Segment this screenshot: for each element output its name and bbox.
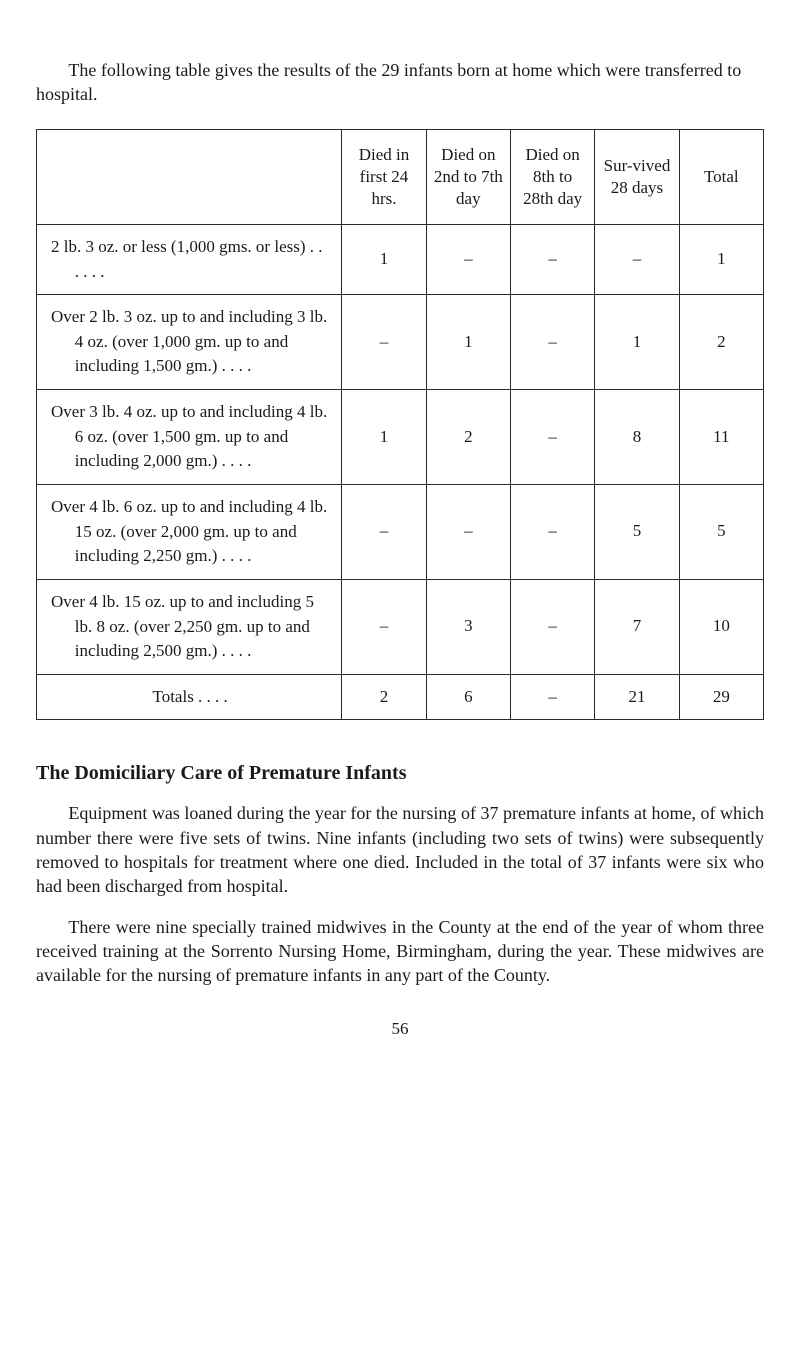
page-number: 56 xyxy=(36,1018,764,1041)
table-row: Over 4 lb. 15 oz. up to and including 5 … xyxy=(37,579,764,674)
cell: – xyxy=(342,485,426,580)
results-table: Died in first 24 hrs. Died on 2nd to 7th… xyxy=(36,129,764,721)
header-survived: Sur-vived 28 days xyxy=(595,129,679,224)
row-desc: Over 4 lb. 15 oz. up to and including 5 … xyxy=(51,590,329,664)
table-row: Over 3 lb. 4 oz. up to and including 4 l… xyxy=(37,390,764,485)
table-row: Over 2 lb. 3 oz. up to and including 3 l… xyxy=(37,295,764,390)
cell: – xyxy=(342,295,426,390)
row-desc: Over 3 lb. 4 oz. up to and including 4 l… xyxy=(51,400,329,474)
totals-cell: 21 xyxy=(595,674,679,720)
cell: 7 xyxy=(595,579,679,674)
cell: – xyxy=(342,579,426,674)
cell: 1 xyxy=(426,295,510,390)
totals-row: Totals . . . . 2 6 – 21 29 xyxy=(37,674,764,720)
body-paragraph-2: There were nine specially trained midwiv… xyxy=(36,915,764,988)
cell: 1 xyxy=(595,295,679,390)
cell: – xyxy=(510,224,594,294)
intro-paragraph: The following table gives the results of… xyxy=(36,58,764,107)
row-desc: 2 lb. 3 oz. or less (1,000 gms. or less)… xyxy=(51,235,329,284)
header-died-2-7: Died on 2nd to 7th day xyxy=(426,129,510,224)
cell: 1 xyxy=(342,224,426,294)
cell: 1 xyxy=(342,390,426,485)
body-paragraph-1: Equipment was loaned during the year for… xyxy=(36,801,764,898)
cell: – xyxy=(510,390,594,485)
cell: – xyxy=(426,224,510,294)
cell: – xyxy=(510,485,594,580)
totals-cell: 6 xyxy=(426,674,510,720)
table-header-row: Died in first 24 hrs. Died on 2nd to 7th… xyxy=(37,129,764,224)
totals-cell: 29 xyxy=(679,674,763,720)
header-total: Total xyxy=(679,129,763,224)
cell: 8 xyxy=(595,390,679,485)
row-desc: Over 4 lb. 6 oz. up to and including 4 l… xyxy=(51,495,329,569)
cell: – xyxy=(426,485,510,580)
cell: 10 xyxy=(679,579,763,674)
table-row: Over 4 lb. 6 oz. up to and including 4 l… xyxy=(37,485,764,580)
header-died-8-28: Died on 8th to 28th day xyxy=(510,129,594,224)
header-died-24hrs: Died in first 24 hrs. xyxy=(342,129,426,224)
cell: 11 xyxy=(679,390,763,485)
cell: 2 xyxy=(679,295,763,390)
totals-cell: 2 xyxy=(342,674,426,720)
cell: – xyxy=(510,295,594,390)
cell: 3 xyxy=(426,579,510,674)
cell: – xyxy=(510,579,594,674)
row-desc: Over 2 lb. 3 oz. up to and including 3 l… xyxy=(51,305,329,379)
cell: 5 xyxy=(595,485,679,580)
section-title: The Domiciliary Care of Premature Infant… xyxy=(36,760,764,787)
totals-cell: – xyxy=(510,674,594,720)
cell: – xyxy=(595,224,679,294)
cell: 1 xyxy=(679,224,763,294)
totals-label: Totals . . . . xyxy=(37,674,342,720)
cell: 2 xyxy=(426,390,510,485)
table-row: 2 lb. 3 oz. or less (1,000 gms. or less)… xyxy=(37,224,764,294)
header-blank xyxy=(37,129,342,224)
cell: 5 xyxy=(679,485,763,580)
